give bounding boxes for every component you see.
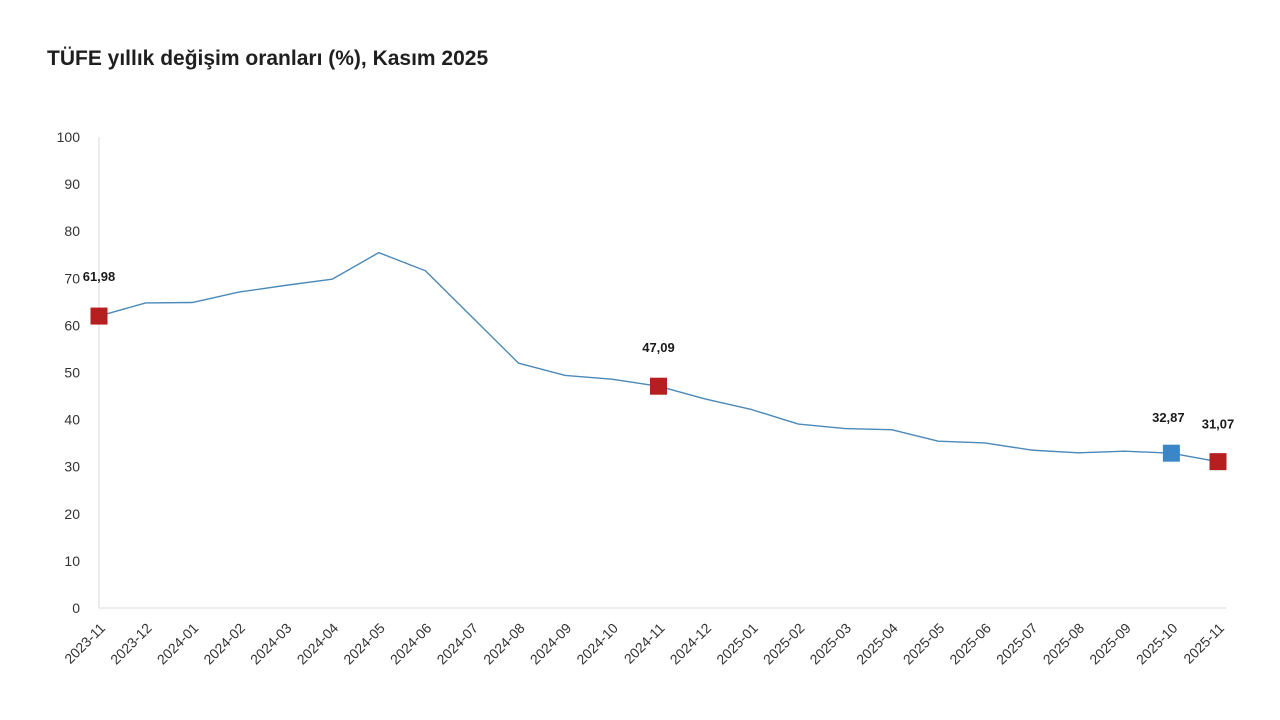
data-label: 47,09 bbox=[642, 340, 675, 355]
y-tick-label: 50 bbox=[64, 365, 80, 381]
x-tick-label: 2025-07 bbox=[993, 620, 1041, 668]
x-tick-label: 2025-03 bbox=[806, 620, 854, 668]
x-axis: 2023-112023-122024-012024-022024-032024-… bbox=[61, 607, 1227, 668]
y-tick-label: 40 bbox=[64, 412, 80, 428]
x-tick-label: 2025-10 bbox=[1133, 620, 1181, 668]
x-tick-label: 2024-02 bbox=[200, 620, 248, 668]
x-tick-label: 2025-09 bbox=[1086, 620, 1134, 668]
x-tick-label: 2025-08 bbox=[1040, 620, 1088, 668]
y-tick-label: 30 bbox=[64, 459, 80, 475]
y-tick-label: 10 bbox=[64, 553, 80, 569]
y-tick-label: 80 bbox=[64, 223, 80, 239]
y-tick-label: 90 bbox=[64, 176, 80, 192]
y-tick-label: 20 bbox=[64, 506, 80, 522]
highlight-marker bbox=[650, 377, 667, 395]
x-tick-label: 2023-11 bbox=[61, 620, 108, 667]
highlight-marker bbox=[90, 307, 108, 325]
y-tick-label: 100 bbox=[57, 129, 81, 145]
series-layer bbox=[98, 251, 1219, 463]
series-line bbox=[98, 251, 1219, 463]
x-tick-label: 2025-11 bbox=[1180, 620, 1227, 667]
x-tick-label: 2024-05 bbox=[340, 620, 388, 668]
label-layer: 61,98 47,09 32,87 31,07 bbox=[83, 269, 1235, 432]
highlight-marker bbox=[1209, 453, 1227, 471]
x-tick-label: 2024-01 bbox=[154, 620, 202, 668]
y-axis: 0 10 20 30 40 50 60 70 80 90 100 bbox=[57, 129, 100, 616]
y-tick-label: 60 bbox=[64, 317, 80, 333]
x-tick-label: 2025-04 bbox=[853, 620, 901, 668]
x-tick-label: 2024-06 bbox=[387, 620, 435, 668]
x-tick-label: 2024-08 bbox=[480, 620, 528, 668]
data-label: 32,87 bbox=[1152, 410, 1185, 425]
highlight-marker bbox=[1162, 444, 1180, 462]
y-tick-label: 70 bbox=[64, 270, 80, 286]
x-tick-label: 2025-05 bbox=[900, 620, 948, 668]
x-tick-label: 2024-11 bbox=[621, 620, 668, 667]
data-label: 31,07 bbox=[1202, 417, 1235, 432]
y-tick-label: 0 bbox=[72, 600, 80, 616]
x-tick-label: 2024-04 bbox=[294, 620, 342, 668]
x-tick-label: 2023-12 bbox=[107, 620, 155, 668]
x-tick-label: 2025-06 bbox=[946, 620, 994, 668]
x-tick-label: 2024-09 bbox=[527, 620, 575, 668]
x-tick-label: 2025-01 bbox=[713, 620, 761, 668]
x-tick-label: 2024-12 bbox=[667, 620, 715, 668]
x-tick-label: 2024-07 bbox=[433, 620, 481, 668]
x-tick-label: 2025-02 bbox=[760, 620, 808, 668]
chart-title: TÜFE yıllık değişim oranları (%), Kasım … bbox=[47, 47, 489, 70]
x-tick-label: 2024-03 bbox=[247, 620, 295, 668]
x-tick-label: 2024-10 bbox=[573, 620, 621, 668]
marker-layer bbox=[90, 307, 1227, 471]
data-label: 61,98 bbox=[83, 269, 116, 284]
